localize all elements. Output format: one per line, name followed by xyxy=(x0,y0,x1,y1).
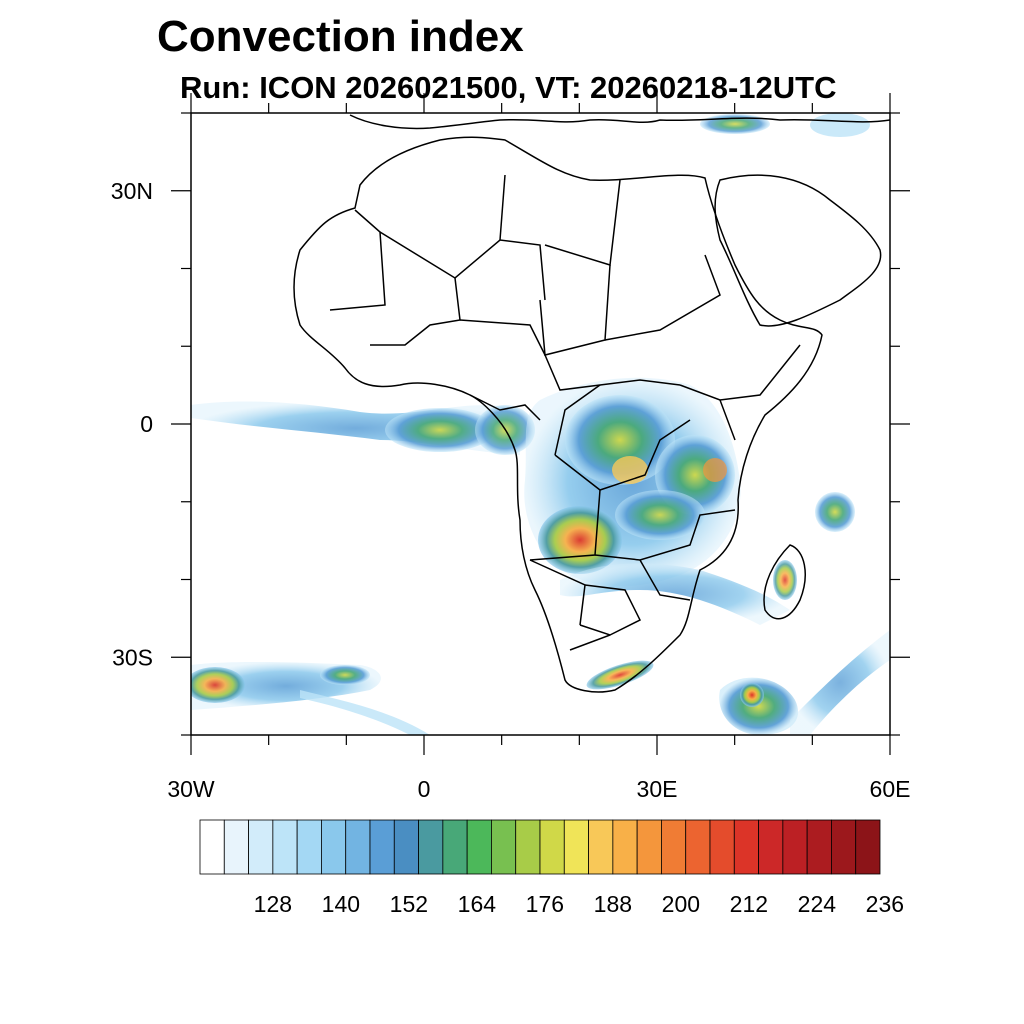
colorbar-swatch xyxy=(345,819,371,875)
x-tick-label: 0 xyxy=(418,776,431,802)
colorbar-swatch xyxy=(466,819,492,875)
convection-field xyxy=(191,113,890,735)
colorbar-swatch xyxy=(806,819,832,875)
colorbar-swatch xyxy=(296,819,322,875)
colorbar-swatch xyxy=(612,819,638,875)
colorbar-swatch xyxy=(515,819,541,875)
colorbar-swatch xyxy=(321,819,347,875)
colorbar-swatch xyxy=(636,819,662,875)
colorbar-swatch xyxy=(563,819,589,875)
colorbar-swatch xyxy=(491,819,517,875)
y-tick-label: 0 xyxy=(140,411,153,437)
colorbar-swatch xyxy=(758,819,784,875)
chart-subtitle: Run: ICON 2026021500, VT: 20260218-12UTC xyxy=(180,70,837,105)
colorbar-label: 164 xyxy=(458,891,497,917)
colorbar-swatch xyxy=(248,819,274,875)
colorbar-label: 236 xyxy=(866,891,904,917)
colorbar-label: 224 xyxy=(798,891,837,917)
chart-title: Convection index xyxy=(157,12,524,61)
colorbar-swatch xyxy=(199,819,225,875)
colorbar-swatch xyxy=(418,819,444,875)
country-boundaries xyxy=(293,114,890,693)
colorbar-swatch xyxy=(685,819,711,875)
colorbar-label: 152 xyxy=(390,891,428,917)
colorbar-swatch xyxy=(442,819,468,875)
colorbar-swatch xyxy=(539,819,565,875)
colorbar-swatch xyxy=(272,819,298,875)
y-tick-label: 30N xyxy=(111,178,153,204)
colorbar-swatch xyxy=(733,819,759,875)
colorbar-swatch xyxy=(588,819,614,875)
x-tick-label: 30W xyxy=(167,776,215,802)
colorbar-label: 176 xyxy=(526,891,564,917)
colorbar-swatch xyxy=(223,819,249,875)
colorbar: 128 140 152 164 176 188 200 212 224 236 xyxy=(199,819,904,917)
colorbar-swatch xyxy=(709,819,735,875)
colorbar-swatch xyxy=(831,819,857,875)
colorbar-swatch xyxy=(393,819,419,875)
x-tick-label: 60E xyxy=(870,776,911,802)
colorbar-swatch xyxy=(855,819,881,875)
colorbar-label: 200 xyxy=(662,891,700,917)
colorbar-label: 212 xyxy=(730,891,768,917)
colorbar-swatch xyxy=(369,819,395,875)
colorbar-swatch xyxy=(661,819,687,875)
colorbar-label: 188 xyxy=(594,891,632,917)
x-tick-label: 30E xyxy=(637,776,678,802)
colorbar-label: 140 xyxy=(322,891,360,917)
y-tick-label: 30S xyxy=(112,644,153,670)
colorbar-label: 128 xyxy=(254,891,292,917)
colorbar-swatch xyxy=(782,819,808,875)
